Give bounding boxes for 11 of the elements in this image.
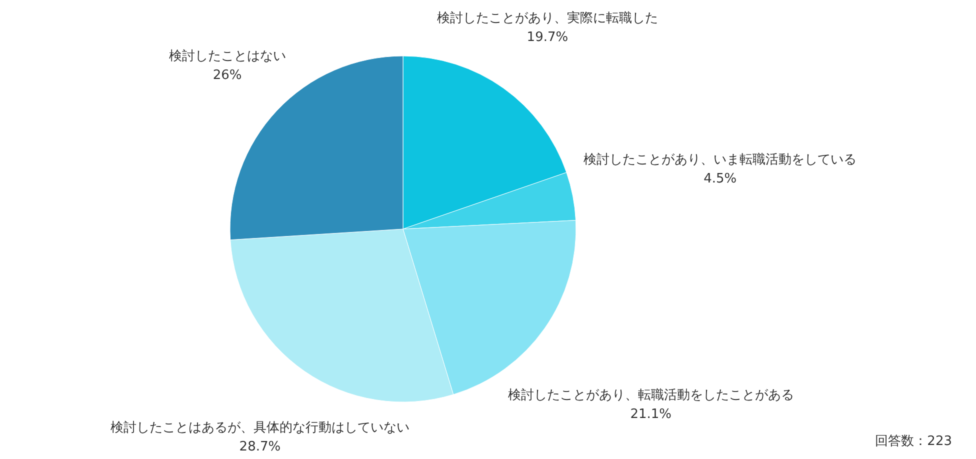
text: 回答数：223 xyxy=(875,434,952,449)
slice-label: 検討したことがあり、転職活動をしたことがある xyxy=(508,388,794,404)
slice-label: 検討したことがあり、いま転職活動をしている xyxy=(584,152,857,168)
data-label: 26% xyxy=(212,68,242,84)
data-label: 19.7% xyxy=(526,30,568,46)
data-label: 28.7% xyxy=(239,439,281,454)
slice-label: 検討したことはない xyxy=(168,49,286,64)
slice-label: 検討したことはあるが、具体的な行動はしていない xyxy=(110,420,410,436)
slice-label: 検討したことがあり、実際に転職した xyxy=(436,10,658,26)
data-label: 21.1% xyxy=(630,407,672,422)
data-label: 4.5% xyxy=(704,171,737,186)
